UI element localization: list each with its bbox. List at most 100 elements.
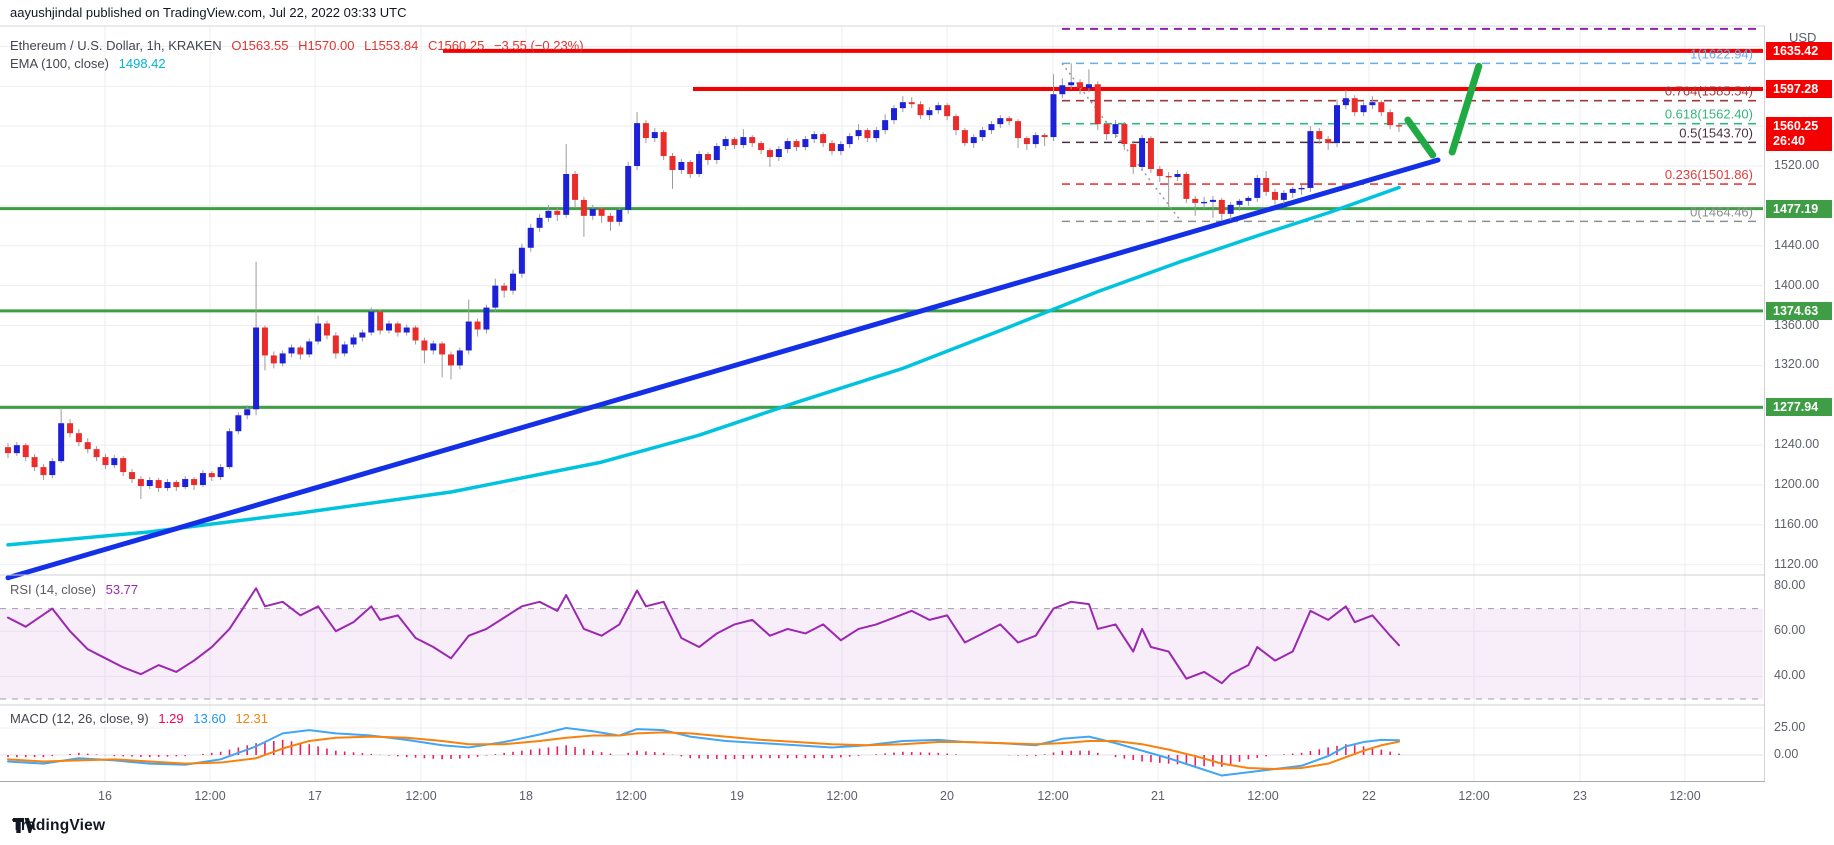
candle — [1085, 84, 1092, 89]
svg-text:1(1622.94): 1(1622.94) — [1690, 46, 1753, 61]
candle — [1396, 125, 1403, 127]
symbol-title: Ethereum / U.S. Dollar, 1h, KRAKEN — [10, 38, 222, 53]
candle — [1183, 173, 1190, 199]
candle — [5, 447, 11, 454]
time-tick: 21 — [1151, 789, 1165, 803]
macd-line-value: 13.60 — [193, 711, 226, 726]
price-tick: 1120.00 — [1774, 556, 1819, 571]
candle — [660, 132, 667, 157]
candle — [625, 166, 632, 210]
candle — [182, 479, 189, 488]
candle — [580, 199, 587, 216]
candle — [1218, 199, 1225, 214]
ohlc-low: L1553.84 — [364, 38, 419, 53]
candle — [1077, 82, 1084, 89]
candle — [607, 215, 614, 222]
candle — [1192, 198, 1199, 203]
time-axis[interactable]: 16 12:00 17 12:00 18 12:00 19 12:00 20 12:00 21 12:… — [0, 782, 1765, 812]
candle — [368, 311, 375, 333]
candle — [288, 347, 295, 354]
rsi-legend[interactable]: RSI (14, close) 53.77 — [10, 582, 144, 597]
macd-legend[interactable]: MACD (12, 26, close, 9) 1.29 13.60 12.31 — [10, 711, 274, 726]
candle — [359, 332, 366, 338]
candle — [1360, 105, 1367, 113]
candle — [997, 118, 1004, 125]
candle — [173, 482, 180, 488]
candle — [297, 347, 304, 355]
price-line-badge: 1374.63 — [1766, 301, 1832, 320]
candle — [669, 156, 676, 170]
candle — [784, 141, 791, 150]
time-tick: 22 — [1362, 789, 1376, 803]
svg-text:0.5(1543.70): 0.5(1543.70) — [1679, 125, 1753, 140]
tradingview-logo[interactable]: TradingView — [12, 817, 105, 835]
time-tick: 20 — [940, 789, 954, 803]
candle — [793, 141, 800, 148]
candle — [864, 130, 871, 139]
price-tick: 1360.00 — [1774, 317, 1820, 332]
candle — [828, 143, 835, 152]
candle — [589, 208, 596, 216]
candle — [855, 130, 862, 137]
macd-tick: 0.00 — [1774, 747, 1799, 761]
current-price-badge: 1560.25 26:40 — [1766, 116, 1832, 151]
candle — [749, 137, 756, 144]
candle — [385, 323, 392, 331]
candle — [1059, 85, 1066, 95]
candle — [766, 150, 773, 158]
candle — [465, 321, 472, 351]
candle — [341, 344, 348, 354]
candle — [1227, 204, 1234, 214]
candle — [58, 423, 65, 462]
time-tick: 12:00 — [1458, 789, 1490, 803]
candle — [1298, 187, 1305, 190]
macd-label: MACD (12, 26, close, 9) — [10, 711, 149, 726]
svg-text:0.618(1562.40): 0.618(1562.40) — [1665, 107, 1753, 122]
symbol-legend[interactable]: Ethereum / U.S. Dollar, 1h, KRAKEN O1563… — [10, 38, 590, 53]
candle — [598, 208, 605, 216]
time-tick: 19 — [730, 789, 744, 803]
price-tick: 1240.00 — [1774, 437, 1820, 452]
candle — [536, 217, 543, 228]
candle — [261, 327, 268, 356]
candle — [403, 327, 410, 333]
candle — [722, 139, 729, 147]
candle — [1130, 144, 1137, 167]
candle — [563, 173, 570, 215]
time-tick: 12:00 — [405, 789, 437, 803]
price-axis[interactable]: USD 1560.25 26:40 1520.00 1440.00 1400.00 1… — [1765, 0, 1834, 812]
candle — [1271, 191, 1278, 200]
candle — [456, 350, 463, 366]
candle — [13, 445, 20, 454]
candle — [439, 343, 446, 355]
candle — [811, 134, 818, 140]
ohlc-high: H1570.00 — [298, 38, 355, 53]
candle — [1103, 124, 1110, 135]
candle — [731, 139, 738, 146]
candle — [1378, 102, 1385, 113]
candle — [908, 102, 915, 105]
macd-tick: 25.00 — [1774, 720, 1806, 734]
candle — [253, 327, 260, 410]
candle — [935, 105, 942, 111]
candle — [740, 137, 747, 146]
rsi-tick: 80.00 — [1774, 578, 1806, 592]
attribution-text: aayushjindal published on TradingView.co… — [10, 5, 407, 20]
ema-legend[interactable]: EMA (100, close) 1498.42 — [10, 56, 172, 71]
candle — [758, 143, 765, 151]
rsi-tick: 40.00 — [1774, 668, 1806, 683]
candle — [802, 139, 809, 148]
svg-text:0(1464.46): 0(1464.46) — [1690, 204, 1753, 219]
candle — [1041, 135, 1048, 138]
svg-text:0.764(1585.54): 0.764(1585.54) — [1665, 84, 1753, 99]
candle — [1307, 131, 1314, 188]
candle — [1023, 138, 1030, 145]
candle — [1263, 177, 1270, 192]
candle — [279, 353, 286, 364]
candle — [191, 479, 198, 486]
time-tick: 12:00 — [1037, 789, 1069, 803]
time-tick: 16 — [98, 789, 112, 803]
candle — [527, 227, 534, 248]
price-line-badge: 1477.19 — [1766, 199, 1832, 218]
